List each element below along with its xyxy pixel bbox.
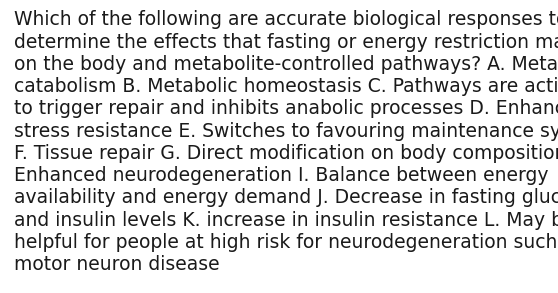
Text: F. Tissue repair G. Direct modification on body composition H.: F. Tissue repair G. Direct modification …: [14, 144, 558, 163]
Text: to trigger repair and inhibits anabolic processes D. Enhancing: to trigger repair and inhibits anabolic …: [14, 99, 558, 118]
Text: catabolism B. Metabolic homeostasis C. Pathways are activated: catabolism B. Metabolic homeostasis C. P…: [14, 77, 558, 96]
Text: Enhanced neurodegeneration I. Balance between energy: Enhanced neurodegeneration I. Balance be…: [14, 166, 549, 185]
Text: determine the effects that fasting or energy restriction may have: determine the effects that fasting or en…: [14, 33, 558, 52]
Text: motor neuron disease: motor neuron disease: [14, 255, 220, 274]
Text: helpful for people at high risk for neurodegeneration such as: helpful for people at high risk for neur…: [14, 233, 558, 252]
Text: on the body and metabolite-controlled pathways? A. Metabolic: on the body and metabolite-controlled pa…: [14, 55, 558, 74]
Text: Which of the following are accurate biological responses to: Which of the following are accurate biol…: [14, 10, 558, 29]
Text: and insulin levels K. increase in insulin resistance L. May be: and insulin levels K. increase in insuli…: [14, 211, 558, 230]
Text: availability and energy demand J. Decrease in fasting glucose: availability and energy demand J. Decrea…: [14, 188, 558, 207]
Text: stress resistance E. Switches to favouring maintenance systems: stress resistance E. Switches to favouri…: [14, 122, 558, 141]
